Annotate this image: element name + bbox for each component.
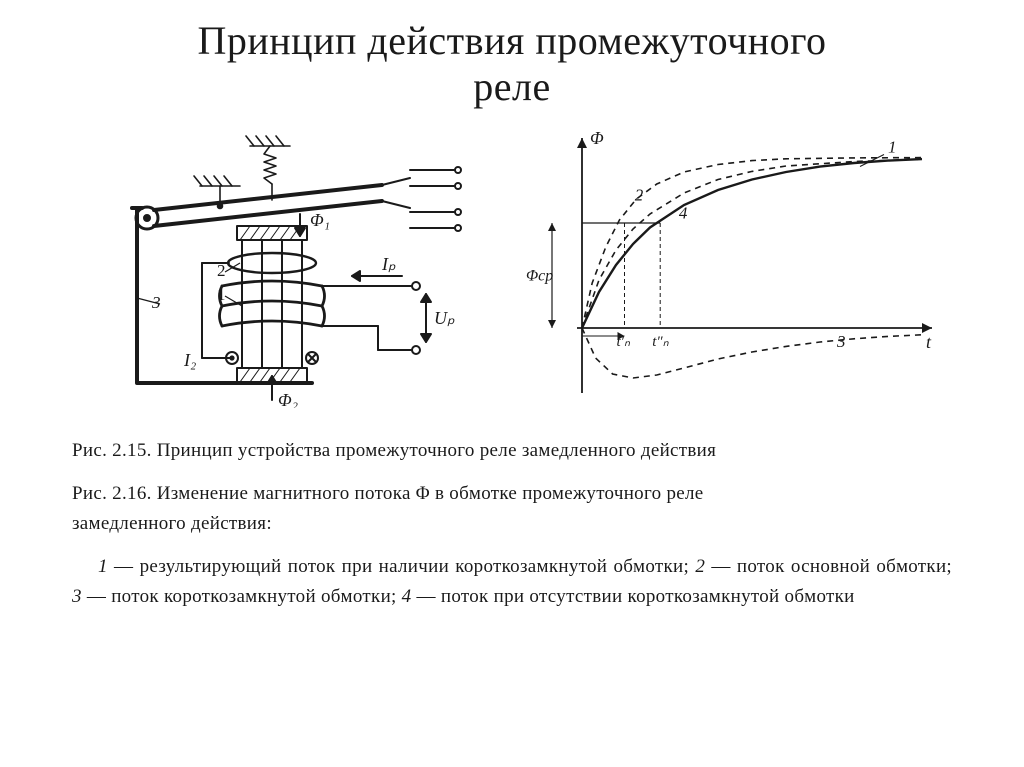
label-phi1: Φ₁: [310, 210, 330, 230]
caption-legend: 1 — результирующий поток при наличии кор…: [72, 552, 952, 611]
relay-schematic-svg: Φ₁ Φ₂ Iₚ Uₚ I₂ 1 2 3: [82, 128, 482, 408]
caption-216: Рис. 2.16. Изменение магнитного потока Φ…: [72, 479, 952, 538]
label-1: 1: [217, 285, 226, 304]
label-Up: Uₚ: [434, 308, 455, 328]
svg-text:4: 4: [679, 204, 688, 223]
flux-chart-svg: ΦtΦсрt′ₙt″ₙ1234: [522, 128, 942, 408]
label-I2: I₂: [183, 350, 196, 370]
label-phi2: Φ₂: [278, 390, 298, 408]
slide-title: Принцип действия промежуточного реле: [0, 0, 1024, 110]
captions-block: Рис. 2.15. Принцип устройства промежуточ…: [72, 436, 952, 611]
caption-215: Рис. 2.15. Принцип устройства промежуточ…: [72, 436, 952, 465]
svg-text:1: 1: [888, 138, 897, 157]
label-Ip: Iₚ: [381, 254, 396, 274]
label-2: 2: [217, 261, 226, 280]
svg-text:2: 2: [635, 186, 644, 205]
svg-text:t″ₙ: t″ₙ: [652, 334, 669, 350]
svg-text:3: 3: [836, 332, 846, 351]
figures-row: Φ₁ Φ₂ Iₚ Uₚ I₂ 1 2 3: [0, 128, 1024, 408]
svg-text:Φср: Φср: [526, 268, 553, 285]
svg-text:t: t: [926, 332, 932, 352]
svg-text:Φ: Φ: [590, 128, 604, 148]
title-line-2: реле: [0, 64, 1024, 110]
right-chart: ΦtΦсрt′ₙt″ₙ1234: [522, 128, 942, 408]
left-schematic: Φ₁ Φ₂ Iₚ Uₚ I₂ 1 2 3: [82, 128, 482, 408]
title-line-1: Принцип действия промежуточного: [0, 18, 1024, 64]
